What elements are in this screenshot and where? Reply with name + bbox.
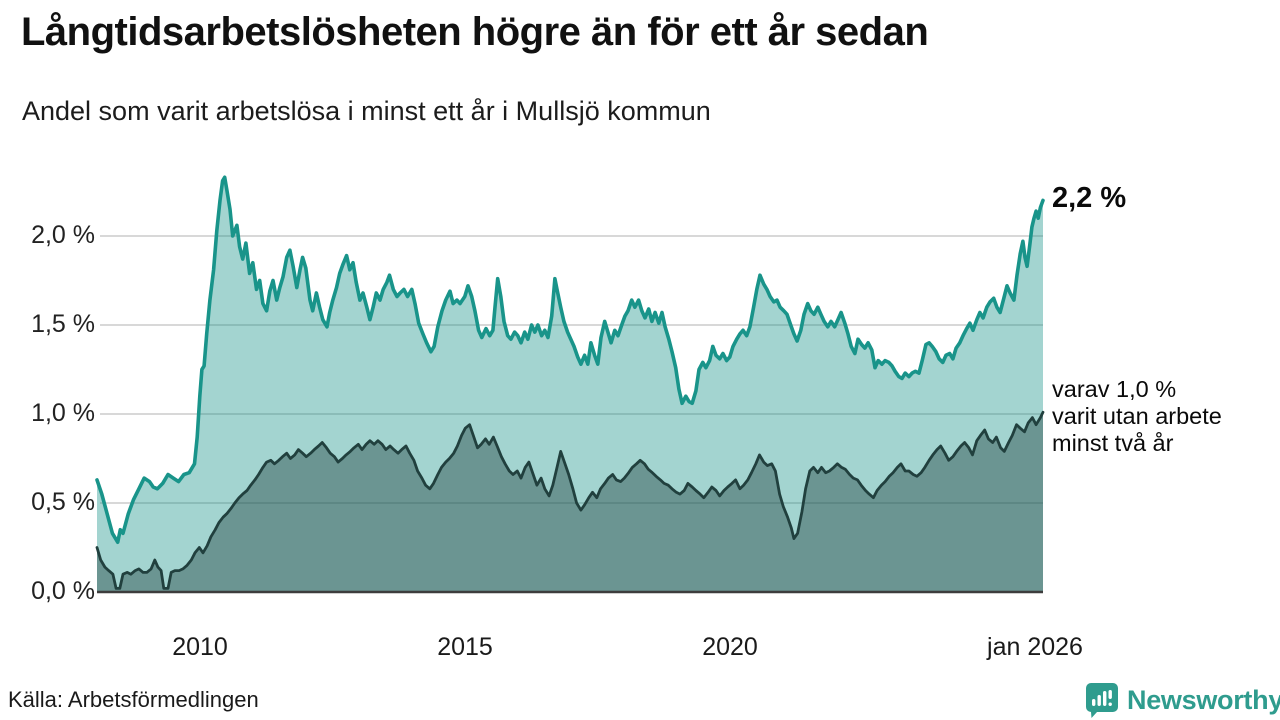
logo-speech-bubble [1086,683,1118,718]
brand-name: Newsworthy [1127,685,1280,715]
secondary-annotation-line: varav 1,0 % [1052,376,1177,402]
y-tick-label: 0,5 % [31,488,95,516]
logo-bar-1 [1092,699,1096,706]
x-tick-label: 2020 [702,633,758,661]
chart-series [95,175,1045,593]
secondary-value-annotation: varav 1,0 % varit utan arbete minst två år [1052,376,1222,456]
secondary-annotation-line: minst två år [1052,429,1174,456]
logo-bar-3 [1103,691,1107,706]
gridlines [100,235,1043,504]
latest-value-annotation: 2,2 % [1052,182,1127,214]
source-caption: Källa: Arbetsförmedlingen [8,687,259,712]
y-tick-label: 1,5 % [31,310,95,338]
secondary-annotation-line: varit utan arbete [1052,402,1222,429]
newsworthy-logo-icon [1086,683,1118,718]
logo-exclamation-dot [1108,702,1112,706]
page-title: Långtidsarbetslösheten högre än för ett … [21,10,929,54]
x-tick-label: jan 2026 [987,633,1083,661]
logo-exclamation-bar [1108,690,1112,699]
newsworthy-branding: Newsworthy [1085,682,1280,719]
page-subtitle: Andel som varit arbetslösa i minst ett å… [22,96,711,126]
y-tick-label: 0,0 % [31,577,95,605]
logo-bar-2 [1097,695,1101,706]
x-tick-label: 2010 [172,633,228,661]
x-tick-label: 2015 [437,633,493,661]
y-tick-label: 1,0 % [31,399,95,427]
y-tick-label: 2,0 % [31,221,95,249]
